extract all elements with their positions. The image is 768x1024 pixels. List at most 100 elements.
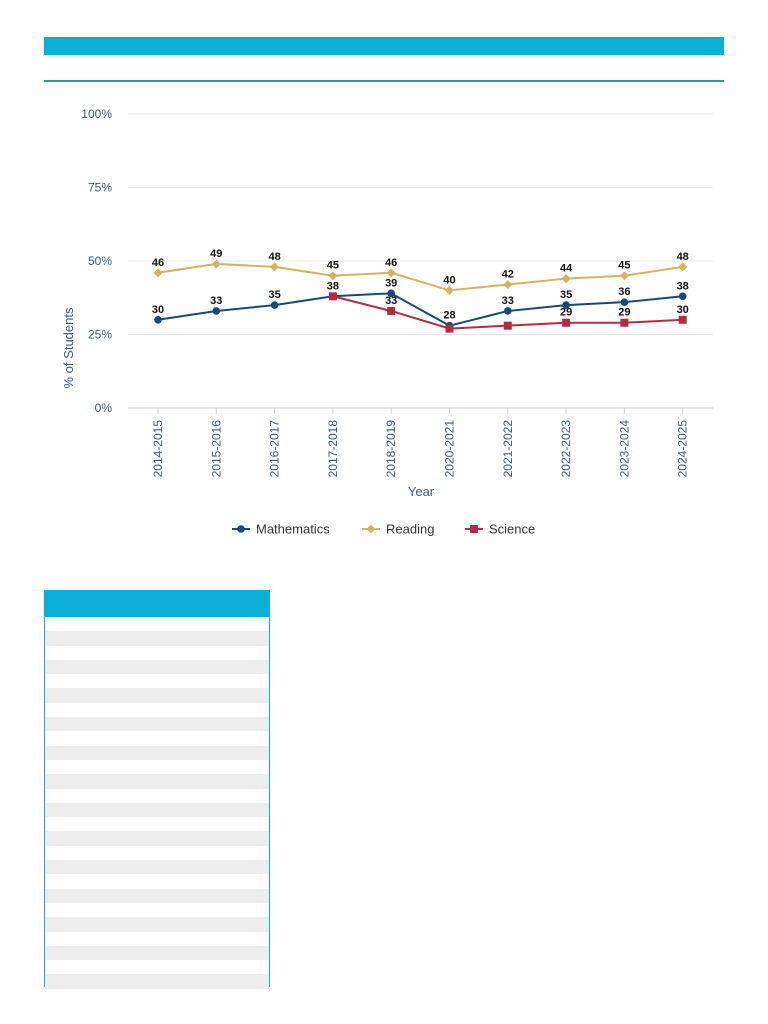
table-row (45, 917, 269, 932)
data-point-reading (386, 268, 396, 278)
data-label-mathematics: 38 (327, 280, 339, 292)
table-row (45, 789, 269, 803)
data-table (44, 590, 270, 989)
x-tick-label: 2020-2021 (443, 420, 457, 478)
legend-label-mathematics: Mathematics (256, 522, 330, 537)
table-header (45, 590, 269, 617)
x-axis-title: Year (408, 484, 435, 499)
data-point-reading (619, 271, 629, 281)
x-tick-label: 2023-2024 (617, 420, 631, 478)
grid (128, 113, 713, 409)
legend-item-reading: Reading (362, 522, 434, 537)
data-point-reading (270, 262, 280, 272)
data-label-reading: 42 (502, 269, 514, 281)
x-tick-label: 2016-2017 (268, 420, 282, 478)
table-row (45, 617, 269, 631)
table-row (45, 688, 269, 703)
data-label-reading: 46 (152, 257, 164, 269)
data-point-mathematics (562, 301, 570, 309)
x-axis-ticks: 2014-2015 2015-2016 2016-2017 2017-2018 2018… (151, 408, 690, 477)
x-tick-label: 2015-2016 (209, 420, 223, 478)
table-row (45, 817, 269, 831)
data-label-reading: 48 (677, 251, 689, 263)
table-row (45, 646, 269, 660)
data-point-reading (445, 285, 454, 295)
table-row (45, 874, 269, 888)
data-label-reading: 46 (385, 257, 397, 269)
table-row (45, 945, 269, 961)
series-science (328, 292, 687, 333)
table-row (45, 745, 269, 760)
table-row (45, 888, 269, 903)
table-row (45, 932, 269, 946)
header-rule (44, 80, 724, 82)
data-label-science: 30 (677, 304, 689, 316)
data-point-mathematics (504, 307, 512, 315)
data-point-science (387, 306, 396, 315)
legend-marker-science (470, 525, 478, 533)
data-point-science (678, 315, 687, 324)
data-point-mathematics (678, 292, 687, 301)
data-label-mathematics: 38 (677, 280, 689, 292)
y-tick-label: 75% (88, 181, 112, 195)
data-label-mathematics: 33 (210, 295, 222, 307)
series-line-mathematics (157, 292, 683, 327)
y-tick-label: 0% (95, 401, 113, 415)
data-point-reading (153, 268, 163, 278)
data-point-mathematics (154, 316, 162, 324)
data-point-mathematics (387, 289, 396, 298)
data-point-reading (561, 274, 571, 284)
data-point-science (620, 318, 629, 327)
data-label-reading: 44 (560, 263, 573, 275)
data-point-mathematics (620, 298, 629, 306)
legend-item-mathematics: Mathematics (232, 522, 330, 537)
data-label-science: 29 (560, 307, 572, 319)
table-row (45, 846, 269, 860)
data-label-reading: 45 (618, 260, 630, 272)
data-label-reading: 49 (210, 248, 222, 260)
table-row (45, 674, 269, 688)
x-tick-label: 2014-2015 (151, 420, 165, 478)
data-label-mathematics: 35 (560, 289, 572, 301)
table-row (45, 703, 269, 717)
table-row (45, 802, 269, 818)
data-labels: 30 33 35 38 39 28 33 35 36 38 46 49 48 45 46 40 42 44 45 48… (152, 248, 689, 322)
data-label-mathematics: 28 (443, 310, 455, 322)
data-point-reading (503, 280, 513, 290)
table-row (45, 659, 269, 675)
data-point-reading (211, 259, 221, 269)
legend-marker-mathematics (237, 525, 245, 533)
data-label-science: 29 (618, 307, 630, 319)
table-row (45, 760, 269, 774)
legend-label-reading: Reading (386, 522, 434, 537)
data-point-science (562, 318, 571, 327)
table-row (45, 860, 269, 875)
data-point-science (445, 324, 454, 333)
data-point-science (328, 292, 337, 301)
data-label-reading: 40 (443, 274, 455, 286)
line-chart: 0% 25% 50% 75% 100% 2014-2015 2015-2016 2016-2… (61, 107, 713, 537)
data-point-mathematics (270, 301, 279, 309)
table-row (45, 960, 269, 974)
legend: Mathematics Reading Science (232, 522, 535, 537)
series-reading (153, 259, 688, 295)
data-point-reading (328, 271, 338, 281)
data-label-science: 33 (385, 295, 397, 307)
data-label-mathematics: 39 (385, 277, 397, 289)
table-row (45, 974, 269, 989)
x-tick-label: 2018-2019 (384, 420, 398, 478)
y-tick-label: 50% (88, 254, 112, 268)
series-line-reading (157, 262, 683, 292)
data-point-reading (678, 262, 688, 272)
data-point-science (503, 321, 512, 330)
legend-item-science: Science (465, 522, 535, 537)
y-axis-title: % of Students (61, 307, 76, 388)
table-row (45, 831, 269, 846)
x-tick-label: 2024-2025 (676, 420, 690, 478)
legend-marker-reading (366, 524, 376, 534)
x-tick-label: 2022-2023 (559, 420, 573, 478)
data-label-mathematics: 30 (152, 304, 164, 316)
data-label-mathematics: 36 (618, 286, 630, 298)
data-label-mathematics: 33 (502, 295, 514, 307)
table-row (45, 631, 269, 646)
